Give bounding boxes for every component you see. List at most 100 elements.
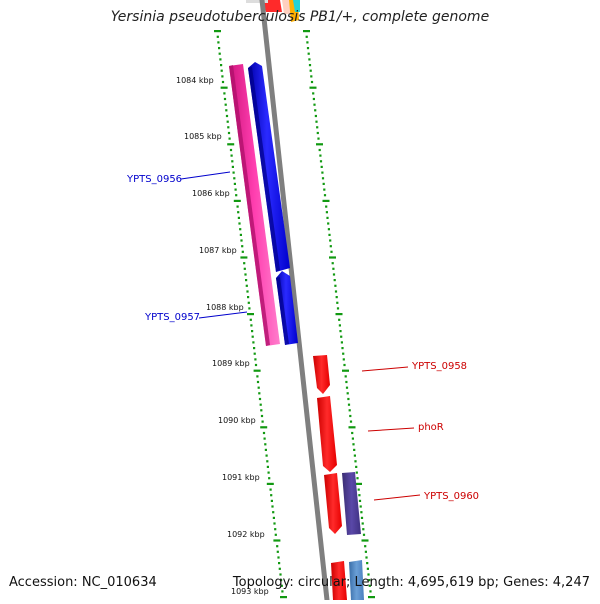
minor-tick — [244, 273, 247, 276]
purple-feature[interactable] — [342, 472, 361, 535]
minor-tick — [336, 301, 339, 304]
minor-tick — [342, 352, 345, 355]
gene-labels: YPTS_0956 YPTS_0957 YPTS_0958 phoR YPTS_… — [126, 171, 479, 502]
minor-tick — [358, 499, 362, 502]
minor-tick — [340, 341, 343, 344]
minor-tick — [227, 126, 230, 129]
minor-tick — [276, 550, 279, 553]
minor-tick — [330, 250, 333, 253]
minor-tick — [272, 516, 275, 519]
minor-tick — [253, 352, 256, 355]
minor-tick — [322, 182, 325, 185]
minor-tick — [306, 41, 309, 44]
minor-tick — [329, 239, 332, 242]
minor-tick — [237, 216, 240, 219]
tick-label: 1091 kbp — [222, 473, 260, 482]
minor-tick — [312, 92, 315, 95]
gene-ypts-0958[interactable] — [313, 355, 330, 394]
minor-tick — [240, 239, 243, 242]
minor-tick — [230, 154, 233, 157]
minor-tick — [305, 35, 308, 38]
minor-tick — [253, 347, 256, 350]
gene-ypts-0960[interactable] — [324, 473, 342, 534]
minor-tick — [246, 290, 249, 293]
major-tick — [227, 143, 235, 146]
minor-tick — [233, 182, 236, 185]
gene-ypts-0957[interactable] — [276, 271, 298, 345]
minor-tick — [339, 330, 342, 333]
tick-label: 1086 kbp — [192, 189, 230, 198]
minor-tick — [308, 64, 312, 67]
minor-tick — [247, 301, 250, 304]
minor-tick — [223, 97, 227, 101]
minor-tick — [265, 454, 268, 457]
minor-tick — [340, 335, 343, 338]
minor-tick — [278, 562, 281, 565]
minor-tick — [314, 114, 317, 118]
minor-tick — [251, 330, 254, 333]
gene-phor[interactable] — [317, 396, 337, 472]
minor-tick — [245, 284, 248, 287]
gene-label-ypts-0956: YPTS_0956 — [126, 174, 182, 185]
major-tick — [355, 482, 362, 485]
minor-tick — [220, 69, 223, 72]
tick-label: 1092 kbp — [227, 530, 265, 539]
minor-tick — [336, 307, 340, 310]
minor-tick — [310, 75, 313, 78]
minor-tick — [236, 205, 239, 208]
minor-tick — [238, 222, 241, 225]
minor-tick — [241, 250, 244, 253]
minor-tick — [334, 284, 337, 287]
major-tick — [220, 86, 228, 89]
minor-tick — [368, 579, 371, 582]
minor-tick — [232, 171, 235, 174]
minor-tick — [216, 35, 219, 38]
minor-tick — [264, 448, 267, 451]
minor-tick — [260, 414, 264, 418]
minor-tick — [321, 177, 325, 180]
major-tick — [247, 313, 254, 316]
minor-tick — [269, 488, 272, 491]
minor-tick — [338, 324, 341, 327]
minor-tick — [270, 494, 273, 497]
minor-tick — [248, 307, 251, 310]
gene-ypts-0956[interactable] — [248, 62, 290, 272]
minor-tick — [245, 279, 248, 282]
minor-tick — [279, 573, 282, 576]
minor-tick — [306, 47, 310, 50]
minor-tick — [271, 505, 274, 508]
minor-tick — [321, 171, 324, 174]
minor-tick — [274, 528, 277, 531]
minor-tick — [352, 443, 355, 446]
minor-tick — [327, 222, 330, 225]
minor-tick — [262, 431, 266, 435]
minor-tick — [228, 137, 231, 140]
minor-tick — [252, 341, 255, 344]
minor-tick — [344, 375, 347, 378]
minor-tick — [356, 477, 359, 480]
minor-tick — [224, 103, 227, 106]
minor-tick — [256, 375, 259, 378]
minor-tick — [258, 392, 261, 395]
pink-feature[interactable] — [229, 64, 280, 346]
minor-tick — [266, 465, 269, 468]
scale-labels: 1084 kbp 1085 kbp 1086 kbp 1087 kbp 1088… — [176, 76, 269, 596]
minor-tick — [332, 273, 336, 276]
major-tick — [329, 256, 336, 259]
minor-tick — [243, 267, 246, 270]
minor-tick — [335, 296, 338, 299]
minor-tick — [266, 460, 269, 463]
minor-tick — [280, 579, 283, 582]
minor-tick — [225, 109, 228, 112]
minor-tick — [348, 409, 351, 412]
minor-tick — [226, 120, 229, 123]
minor-tick — [273, 522, 276, 525]
major-tick — [253, 369, 261, 372]
minor-tick — [280, 584, 283, 587]
minor-tick — [353, 448, 356, 451]
major-tick — [322, 199, 330, 202]
minor-tick — [219, 58, 222, 61]
minor-tick — [325, 211, 328, 214]
minor-tick — [367, 573, 370, 576]
